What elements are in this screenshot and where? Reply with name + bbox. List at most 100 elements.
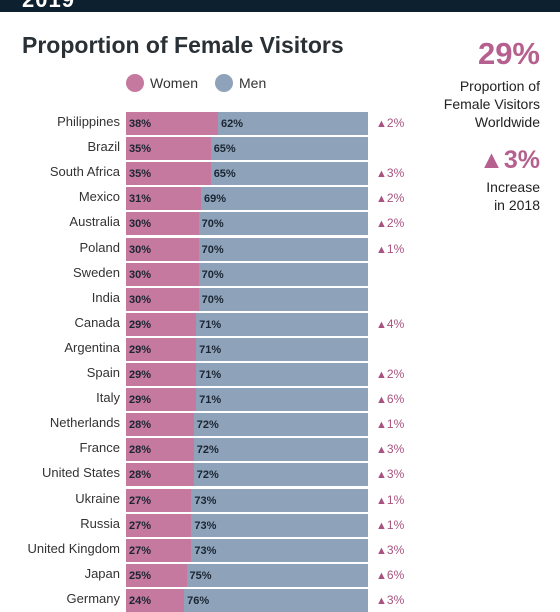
country-label: United Kingdom xyxy=(27,540,121,556)
women-pct-label: 38% xyxy=(129,118,152,130)
bar-row: Philippines 38% 62% ▲2% xyxy=(0,111,560,135)
legend-item-men: Men xyxy=(215,74,266,92)
legend-label-women: Women xyxy=(150,75,198,91)
stacked-bar: 28% 72% xyxy=(126,438,368,462)
country-label: Canada xyxy=(74,314,120,330)
women-bar-segment: 29% xyxy=(126,312,197,336)
increase-label: ▲1% xyxy=(376,493,404,507)
up-triangle-icon: ▲ xyxy=(376,394,387,407)
women-pct-label: 29% xyxy=(129,394,152,407)
country-label: Germany xyxy=(66,590,120,606)
bar-row: Italy 29% 71% ▲6% xyxy=(0,387,560,412)
top-banner: 2019 xyxy=(0,0,560,12)
increase-label-line: Increase xyxy=(486,179,540,195)
men-bar-segment: 70% xyxy=(198,287,368,311)
stacked-bar: 35% 65% xyxy=(126,137,368,161)
men-bar-segment: 72% xyxy=(193,413,368,437)
worldwide-label-line: Proportion of xyxy=(459,78,540,94)
men-pct-label: 65% xyxy=(213,143,236,156)
men-bar-segment: 70% xyxy=(198,212,368,236)
country-label: Australia xyxy=(69,214,120,230)
men-bar-segment: 69% xyxy=(201,187,368,211)
country-label: Sweden xyxy=(73,264,120,280)
men-pct-label: 69% xyxy=(204,193,227,206)
increase-value: 6% xyxy=(386,567,405,582)
increase-label-line: in 2018 xyxy=(494,197,540,213)
men-pct-label: 62% xyxy=(220,118,243,130)
increase-label: ▲4% xyxy=(376,317,404,331)
women-pct-label: 29% xyxy=(129,318,152,331)
men-bar-segment: 72% xyxy=(193,438,368,462)
stacked-bar: 31% 69% xyxy=(126,187,368,211)
country-label: United States xyxy=(41,465,120,481)
women-pct-label: 30% xyxy=(129,243,152,256)
up-triangle-icon: ▲ xyxy=(376,519,387,532)
bar-row: United Kingdom 27% 73% ▲3% xyxy=(0,538,560,562)
up-triangle-icon: ▲ xyxy=(376,544,387,557)
women-bar-segment: 28% xyxy=(126,463,194,487)
men-pct-label: 73% xyxy=(194,519,217,532)
women-pct-label: 28% xyxy=(129,419,152,432)
men-pct-label: 73% xyxy=(194,544,217,557)
stacked-bar: 28% 72% xyxy=(126,413,368,437)
women-bar-segment: 29% xyxy=(126,363,197,386)
men-pct-label: 73% xyxy=(194,494,217,507)
stacked-bar: 38% 62% xyxy=(126,112,368,135)
increase-label: ▲2% xyxy=(376,367,404,381)
legend-item-women: Women xyxy=(126,74,198,92)
increase-value: 2% xyxy=(386,116,405,130)
men-bar-segment: 71% xyxy=(196,388,368,412)
women-pct-label: 27% xyxy=(129,519,152,532)
stacked-bar: 30% 70% xyxy=(126,287,368,311)
men-bar-segment: 72% xyxy=(193,463,368,487)
country-label: Spain xyxy=(86,365,120,380)
men-pct-label: 76% xyxy=(187,594,210,607)
women-pct-label: 31% xyxy=(129,193,152,206)
women-pct-label: 35% xyxy=(129,168,152,181)
country-label: Japan xyxy=(84,565,120,581)
stacked-bar: 30% 70% xyxy=(126,212,368,236)
worldwide-label-line: Female Visitors xyxy=(443,96,540,112)
increase-value: 2% xyxy=(386,216,405,231)
up-triangle-icon: ▲ xyxy=(376,444,387,457)
women-bar-segment: 35% xyxy=(126,162,211,186)
increase-value: 3% xyxy=(386,542,405,557)
men-pct-label: 75% xyxy=(189,569,212,582)
bar-row: India 30% 70% xyxy=(0,287,560,311)
women-pct-label: 27% xyxy=(129,544,152,557)
women-pct-label: 30% xyxy=(129,218,152,231)
legend-swatch-men xyxy=(215,74,233,92)
men-pct-label: 71% xyxy=(199,394,222,407)
increase-label: Increase in 2018 xyxy=(420,178,540,214)
bar-row: Australia 30% 70% ▲2% xyxy=(0,211,560,236)
women-bar-segment: 27% xyxy=(126,513,192,537)
men-pct-label: 70% xyxy=(201,243,224,256)
men-bar-segment: 70% xyxy=(198,237,368,261)
bar-row: South Africa 35% 65% ▲3% xyxy=(0,161,560,186)
increase-value: 3% xyxy=(386,166,405,181)
worldwide-value: 29% xyxy=(477,36,540,71)
men-bar-segment: 76% xyxy=(184,588,368,612)
legend-swatch-women xyxy=(126,74,144,92)
stacked-bar: 29% 71% xyxy=(126,312,368,336)
bar-row: Spain 29% 71% ▲2% xyxy=(0,362,560,386)
bar-row: Poland 30% 70% ▲1% xyxy=(0,237,560,261)
stacked-bar: 29% 71% xyxy=(126,388,368,412)
up-triangle-icon: ▲ xyxy=(376,193,387,206)
men-bar-segment: 71% xyxy=(196,337,368,361)
men-pct-label: 71% xyxy=(199,318,222,331)
increase-value: 3% xyxy=(386,467,405,482)
bar-row: France 28% 72% ▲3% xyxy=(0,437,560,462)
increase-label: ▲1% xyxy=(376,417,404,431)
men-bar-segment: 65% xyxy=(210,162,368,186)
bar-row: Netherlands 28% 72% ▲1% xyxy=(0,412,560,437)
men-bar-segment: 73% xyxy=(191,488,368,512)
country-label: France xyxy=(79,440,120,456)
women-bar-segment: 29% xyxy=(126,337,197,361)
men-bar-segment: 73% xyxy=(191,538,368,562)
stacked-bar: 30% 70% xyxy=(126,237,368,261)
increase-label: ▲2% xyxy=(376,116,404,130)
men-bar-segment: 70% xyxy=(198,262,368,286)
up-triangle-icon: ▲ xyxy=(376,118,387,130)
country-label: Brazil xyxy=(87,139,120,155)
